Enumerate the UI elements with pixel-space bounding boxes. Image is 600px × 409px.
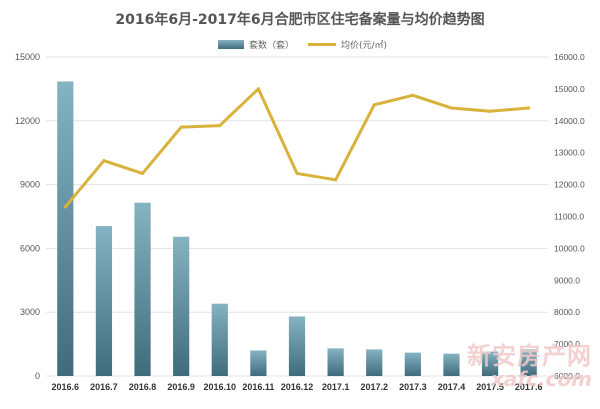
right-tick-label: 15000.0 (554, 84, 585, 94)
category-label: 2016.7 (90, 382, 118, 392)
right-tick-label: 8000.0 (554, 307, 580, 317)
bar-series (57, 81, 537, 376)
gridlines (46, 56, 548, 377)
right-tick-label: 7000.0 (554, 339, 580, 349)
bar (404, 352, 421, 376)
category-label: 2016.8 (129, 382, 157, 392)
right-axis: 6000.0 7000.0 8000.0 9000.0 10000.0 11000.0 12… (554, 52, 585, 381)
legend-line-label: 均价(元/㎡) (341, 39, 387, 51)
right-tick-label: 6000.0 (554, 371, 580, 381)
left-tick-label: 0 (35, 371, 40, 381)
right-tick-label: 13000.0 (554, 148, 585, 158)
price-point (372, 103, 376, 107)
category-label: 2016.10 (203, 382, 236, 392)
bar (95, 226, 113, 376)
left-tick-label: 15000 (15, 52, 40, 62)
left-tick-label: 12000 (15, 116, 40, 126)
bar (134, 202, 151, 376)
price-point (218, 123, 222, 128)
price-point (256, 87, 260, 91)
category-label: 2016.12 (281, 382, 314, 392)
price-point (179, 125, 183, 129)
legend-bar-label: 套数（套） (249, 39, 294, 51)
line-series (63, 87, 531, 209)
right-tick-label: 10000.0 (554, 243, 585, 253)
x-axis: 2016.6 2016.7 2016.8 2016.9 2016.10 2016.11 20… (52, 382, 543, 392)
price-point (411, 93, 415, 97)
price-point (488, 109, 492, 113)
category-label: 2016.9 (167, 382, 195, 392)
bar (57, 81, 74, 376)
right-tick-label: 14000.0 (554, 116, 585, 126)
right-tick-label: 9000.0 (554, 275, 580, 285)
price-line (64, 87, 529, 208)
category-label: 2017.4 (438, 382, 466, 392)
right-tick-label: 11000.0 (554, 212, 584, 222)
left-axis: 0 3000 6000 9000 12000 15000 (15, 52, 40, 381)
category-label: 2017.1 (322, 382, 350, 392)
bar (481, 351, 499, 376)
price-point (449, 106, 454, 110)
bar (173, 236, 190, 376)
category-label: 2017.6 (515, 382, 543, 392)
left-tick-label: 6000 (20, 243, 40, 253)
bar (250, 350, 267, 376)
left-tick-label: 9000 (20, 180, 40, 190)
bar (520, 349, 537, 376)
legend: 套数（套） 均价(元/㎡) (218, 39, 387, 51)
price-point (140, 171, 145, 176)
price-point (295, 171, 299, 176)
bar (327, 348, 344, 376)
right-tick-label: 12000.0 (554, 180, 585, 190)
category-label: 2016.6 (52, 382, 80, 392)
price-point (527, 106, 531, 110)
category-label: 2017.5 (476, 382, 504, 392)
bar (443, 353, 460, 376)
category-label: 2017.3 (399, 382, 427, 392)
category-label: 2017.2 (360, 382, 388, 392)
right-tick-label: 16000.0 (554, 52, 585, 62)
left-tick-label: 3000 (20, 307, 40, 317)
bar (366, 349, 383, 376)
bar (288, 316, 306, 376)
category-label: 2016.11 (242, 382, 274, 392)
bar (211, 303, 228, 376)
legend-bar-swatch (218, 40, 244, 49)
price-point (63, 205, 67, 209)
chart-title: 2016年6月-2017年6月合肥市区住宅备案量与均价趋势图 (115, 11, 484, 28)
price-point (334, 178, 338, 182)
price-point (102, 159, 106, 163)
